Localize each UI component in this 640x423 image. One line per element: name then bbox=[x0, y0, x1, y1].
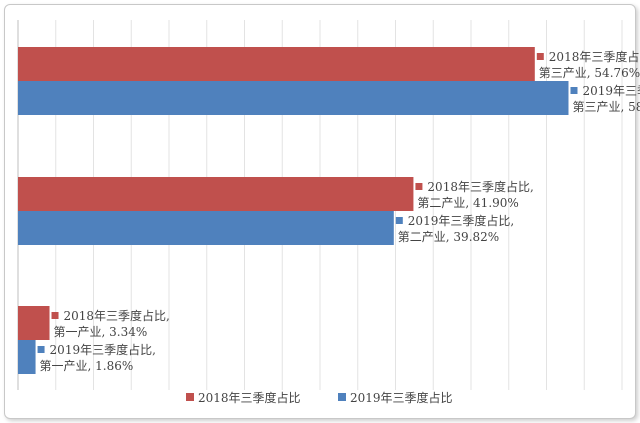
data-label-marker bbox=[536, 53, 544, 60]
data-label-marker bbox=[51, 312, 59, 319]
data-label-marker bbox=[395, 217, 403, 224]
data-label-series: 2018年三季度占比, bbox=[64, 308, 170, 323]
data-label-marker bbox=[37, 346, 45, 353]
bar-2019-1 bbox=[18, 340, 36, 374]
data-label-series: 2019年三季度占比, bbox=[50, 342, 156, 357]
bar-2019-2 bbox=[18, 211, 394, 245]
bar-2018-3 bbox=[18, 47, 535, 81]
data-label-marker bbox=[570, 87, 578, 94]
data-label-series: 2018年三季度占比, bbox=[427, 179, 533, 194]
legend-label: 2019年三季度占比 bbox=[350, 390, 453, 405]
data-label-series: 2018年三季度占比, bbox=[549, 49, 640, 64]
data-label-series: 2019年三季度占比, bbox=[408, 213, 514, 228]
bar-2018-2 bbox=[18, 177, 414, 211]
data-label-value: 第三产业, 54.76% bbox=[539, 66, 640, 80]
bar-2018-1 bbox=[18, 306, 50, 340]
legend-label: 2018年三季度占比 bbox=[198, 390, 301, 405]
bar-2019-3 bbox=[18, 81, 569, 115]
data-label-marker bbox=[415, 183, 423, 190]
legend-marker bbox=[338, 393, 346, 401]
data-label-series: 2019年三季度占比, bbox=[582, 83, 640, 98]
data-label-value: 第二产业, 39.82% bbox=[398, 230, 499, 244]
data-label-value: 第二产业, 41.90% bbox=[417, 196, 518, 210]
data-label-value: 第一产业, 1.86% bbox=[40, 359, 134, 373]
legend-marker bbox=[186, 393, 194, 401]
data-label-value: 第三产业, 58.33% bbox=[572, 100, 640, 114]
data-label-value: 第一产业, 3.34% bbox=[54, 325, 148, 339]
